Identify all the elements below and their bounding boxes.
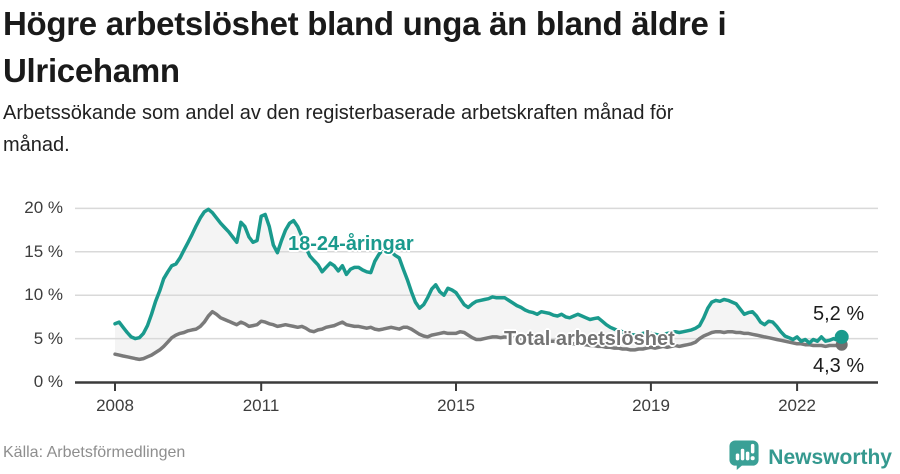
y-tick-label: 5 % [33,329,63,348]
end-value-total: 4,3 % [813,355,865,377]
bar-chart-speech-bubble-icon [728,439,761,474]
page-title: Högre arbetslöshet bland unga än bland ä… [3,5,727,89]
y-tick-label: 15 % [24,242,63,261]
young-end-dot [834,329,849,344]
series-label-total: Total arbetslöshet [504,328,675,350]
x-tick-label: 2011 [242,396,280,415]
x-tick-label: 2019 [632,396,670,415]
page-subtitle: Arbetssökande som andel av den registerb… [3,102,674,156]
total-line [113,309,844,362]
between-series-fill [115,209,842,360]
young-line [113,207,844,345]
newsworthy-logo[interactable]: Newsworthy [728,439,892,474]
end-value-young: 5,2 % [813,303,865,325]
y-tick-label: 10 % [24,285,63,304]
y-tick-label: 0 % [33,372,63,391]
series-label-young: 18-24-åringar [288,233,414,255]
y-tick-label: 20 % [24,198,63,217]
brand-name: Newsworthy [768,445,892,469]
source-credit: Källa: Arbetsförmedlingen [3,444,186,461]
x-tick-label: 2008 [96,396,134,415]
x-tick-label: 2015 [437,396,475,415]
total-end-dot [835,338,848,351]
x-tick-label: 2022 [778,396,816,415]
